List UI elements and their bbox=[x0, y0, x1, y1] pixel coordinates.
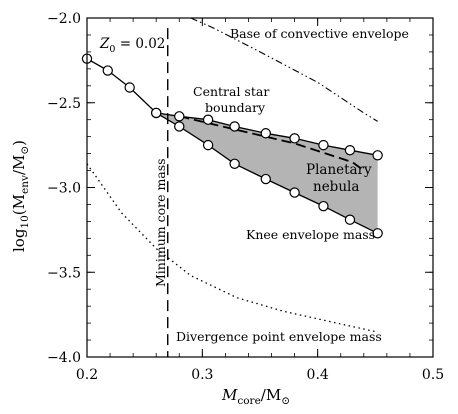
knee-envelope-marker bbox=[289, 187, 300, 198]
central-star-boundary-dashed-line bbox=[179, 115, 365, 172]
base-convective-label: Base of convective envelope bbox=[230, 26, 409, 41]
knee-envelope-marker bbox=[344, 214, 356, 225]
knee-envelope-marker bbox=[202, 139, 214, 151]
y-tick-label: −2.0 bbox=[47, 11, 81, 27]
divergence-label: Divergence point envelope mass bbox=[176, 329, 382, 344]
y-tick-label: −4.0 bbox=[47, 350, 81, 366]
knee-envelope-marker bbox=[174, 121, 185, 132]
y-tick-label: −2.5 bbox=[47, 96, 81, 112]
x-tick-label: 0.4 bbox=[307, 367, 329, 383]
minor-ticks bbox=[86, 17, 434, 358]
plot-frame bbox=[86, 17, 434, 358]
central-star-label-line2: boundary bbox=[205, 100, 266, 115]
planetary-nebula-label-line1: Planetary bbox=[306, 162, 372, 178]
y-axis-title: log10(Menv/M⊙) bbox=[10, 140, 31, 252]
axes-frame bbox=[86, 17, 434, 358]
y-tick-label: −3.0 bbox=[47, 181, 81, 197]
x-tick-label: 0.2 bbox=[76, 367, 98, 383]
knee-envelope-marker bbox=[260, 173, 271, 185]
central-star-marker bbox=[229, 121, 240, 132]
x-tick-label: 0.3 bbox=[191, 367, 213, 383]
planetary-nebula-label-line2: nebula bbox=[313, 179, 359, 195]
knee-envelope-marker bbox=[372, 228, 383, 239]
central-star-label-line1: Central star bbox=[193, 84, 269, 99]
central-star-marker bbox=[344, 145, 356, 156]
central-star-marker bbox=[318, 139, 329, 151]
central-star-marker bbox=[124, 82, 135, 93]
central-star-marker bbox=[202, 114, 214, 125]
tick-labels: 0.2 0.3 0.4 0.5 −2.0 −2.5 −3.0 −3.5 −4.0 bbox=[47, 11, 444, 383]
y-tick-label: −3.5 bbox=[47, 265, 81, 281]
knee-envelope-label: Knee envelope mass bbox=[246, 227, 375, 242]
central-star-marker bbox=[372, 150, 383, 161]
central-star-marker bbox=[289, 133, 300, 144]
x-axis-title: Mcore/M⊙ bbox=[221, 386, 290, 407]
series-markers bbox=[81, 53, 383, 239]
min-core-mass-label: Minimum core mass bbox=[153, 158, 168, 287]
central-star-marker bbox=[174, 111, 185, 122]
base-convective-envelope-line bbox=[190, 17, 378, 122]
metallicity-label: Z0 = 0.02 bbox=[99, 36, 165, 55]
central-star-marker bbox=[102, 65, 113, 76]
knee-envelope-marker bbox=[229, 158, 240, 169]
x-tick-label: 0.5 bbox=[422, 367, 444, 383]
central-star-marker bbox=[260, 128, 271, 139]
knee-envelope-marker bbox=[150, 107, 162, 119]
knee-envelope-marker bbox=[318, 200, 329, 212]
